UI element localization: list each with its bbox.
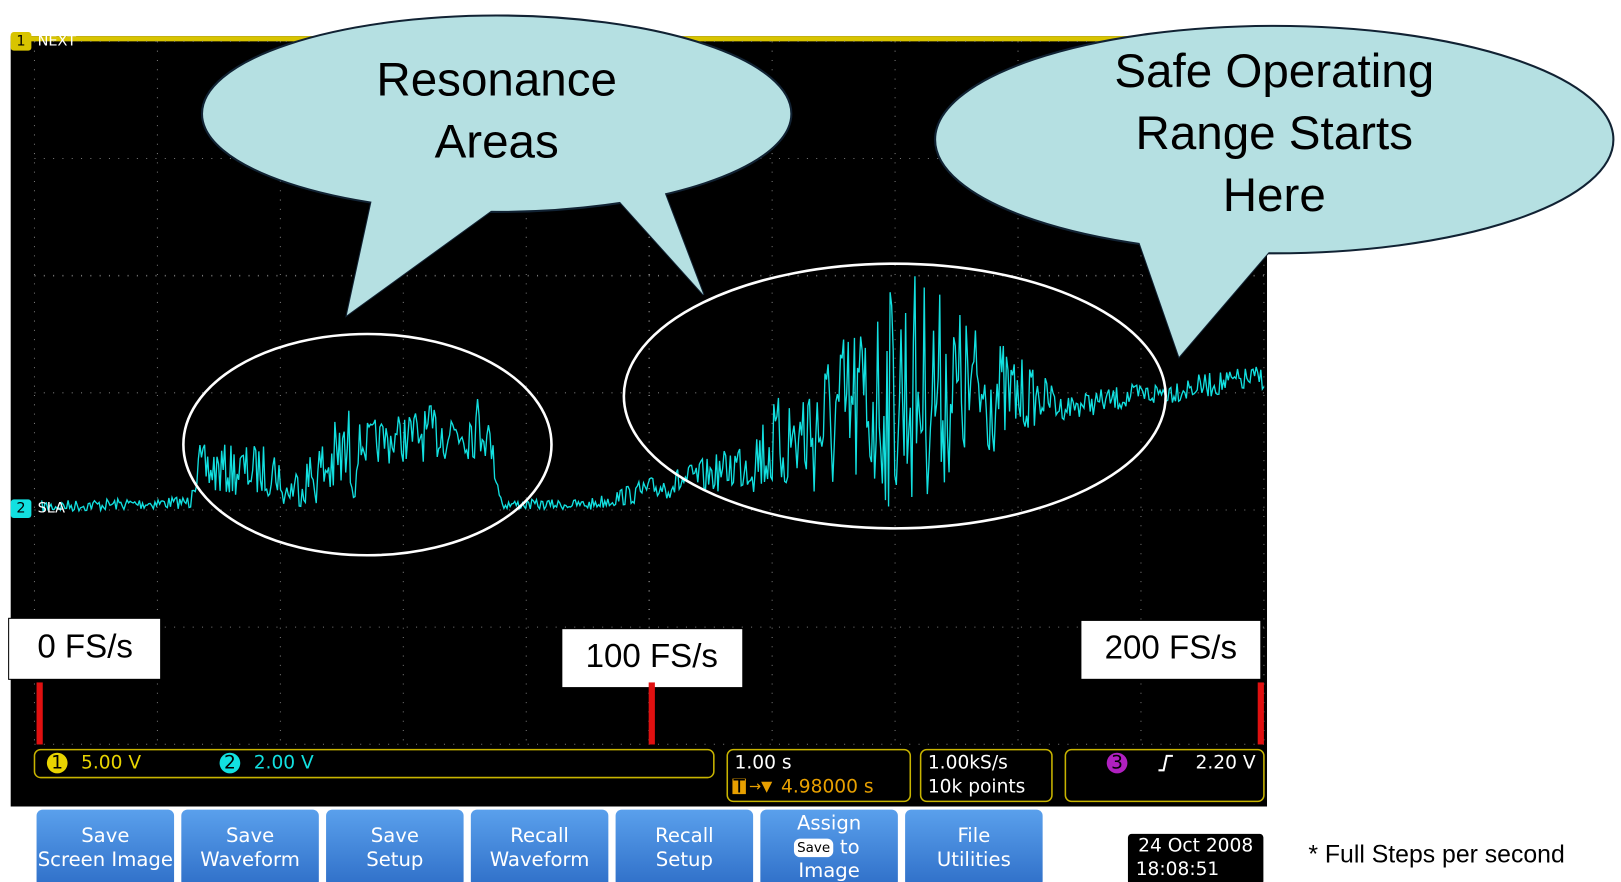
- status-text: 5.00 V: [81, 753, 141, 774]
- status-text: 10k points: [928, 776, 1026, 797]
- status-text: 2: [224, 753, 236, 774]
- trigger-arrow: →▼: [749, 779, 773, 795]
- marker-tick: [37, 682, 43, 744]
- status-text: 1: [51, 753, 63, 774]
- channel-number: 2: [16, 501, 25, 517]
- status-text: 4.98000 s: [781, 776, 874, 797]
- callout-text: Resonance: [376, 53, 617, 106]
- page: 1 NEXT 2 SLA Resonance Areas Safe Operating Ran…: [0, 0, 1621, 882]
- button-label: Utilities: [937, 848, 1011, 871]
- marker-tick: [649, 682, 655, 744]
- time: 18:08:51: [1136, 859, 1220, 880]
- button-label: Setup: [366, 848, 423, 871]
- marker-tick: [1258, 682, 1264, 744]
- marker-label: 200 FS/s: [1105, 630, 1237, 667]
- button-label: Image: [798, 859, 859, 882]
- status-text: 3: [1111, 753, 1123, 774]
- button-label: Recall: [655, 824, 714, 847]
- button-label: Save: [226, 824, 274, 847]
- date: 24 Oct 2008: [1138, 835, 1253, 856]
- channel-name: SLA: [38, 501, 66, 517]
- button-label: Screen Image: [38, 848, 173, 871]
- button-label: Save: [81, 824, 129, 847]
- callout-text: Areas: [435, 115, 559, 168]
- button-label: Assign: [797, 812, 861, 835]
- button-label: Waveform: [490, 848, 590, 871]
- scope-screenshot: 1 NEXT 2 SLA Resonance Areas Safe Operating Ran…: [0, 0, 1621, 882]
- status-text: 1.00kS/s: [928, 753, 1008, 774]
- channel-name: NEXT: [38, 33, 77, 49]
- callout-text: Here: [1223, 169, 1326, 222]
- footnote: * Full Steps per second: [1308, 842, 1564, 869]
- save-badge-text: Save: [797, 841, 830, 856]
- button-label: Save: [371, 824, 419, 847]
- status-text: T: [732, 776, 745, 797]
- button-label: File: [957, 824, 990, 847]
- button-label: to: [840, 835, 860, 858]
- button-label: Waveform: [200, 848, 300, 871]
- callout-bubble: [202, 16, 791, 212]
- marker-label: 0 FS/s: [37, 629, 133, 666]
- callout-text: Range Starts: [1135, 107, 1413, 160]
- status-text: 1.00 s: [735, 753, 792, 774]
- status-text: 2.00 V: [254, 753, 314, 774]
- button-label: Setup: [656, 848, 713, 871]
- status-text: 2.20 V: [1196, 753, 1256, 774]
- button-label: Recall: [510, 824, 569, 847]
- marker-label: 100 FS/s: [586, 638, 718, 675]
- callout-text: Safe Operating: [1114, 45, 1434, 98]
- channel-number: 1: [16, 33, 25, 49]
